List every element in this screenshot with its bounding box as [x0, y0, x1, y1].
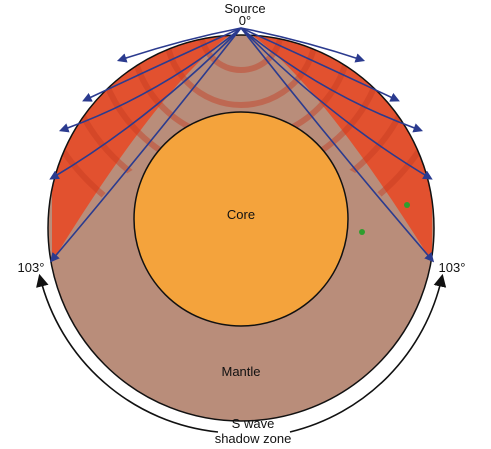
core-label: Core	[227, 207, 255, 222]
shadow-zone-arc	[36, 273, 219, 433]
green-dot	[404, 202, 410, 208]
seismic-rays	[49, 27, 435, 263]
mantle-label: Mantle	[221, 364, 260, 379]
left-angle-label: 103°	[18, 260, 45, 275]
green-dot	[359, 229, 365, 235]
shadow-zone-label: S wave	[232, 416, 275, 431]
core	[133, 111, 349, 327]
earth-outline	[47, 34, 435, 422]
shadow-zone-arc	[289, 273, 447, 433]
source-degree-label: 0°	[239, 13, 251, 28]
shadow-zone-label: shadow zone	[215, 431, 292, 446]
source-label: Source	[224, 1, 265, 16]
right-angle-label: 103°	[439, 260, 466, 275]
